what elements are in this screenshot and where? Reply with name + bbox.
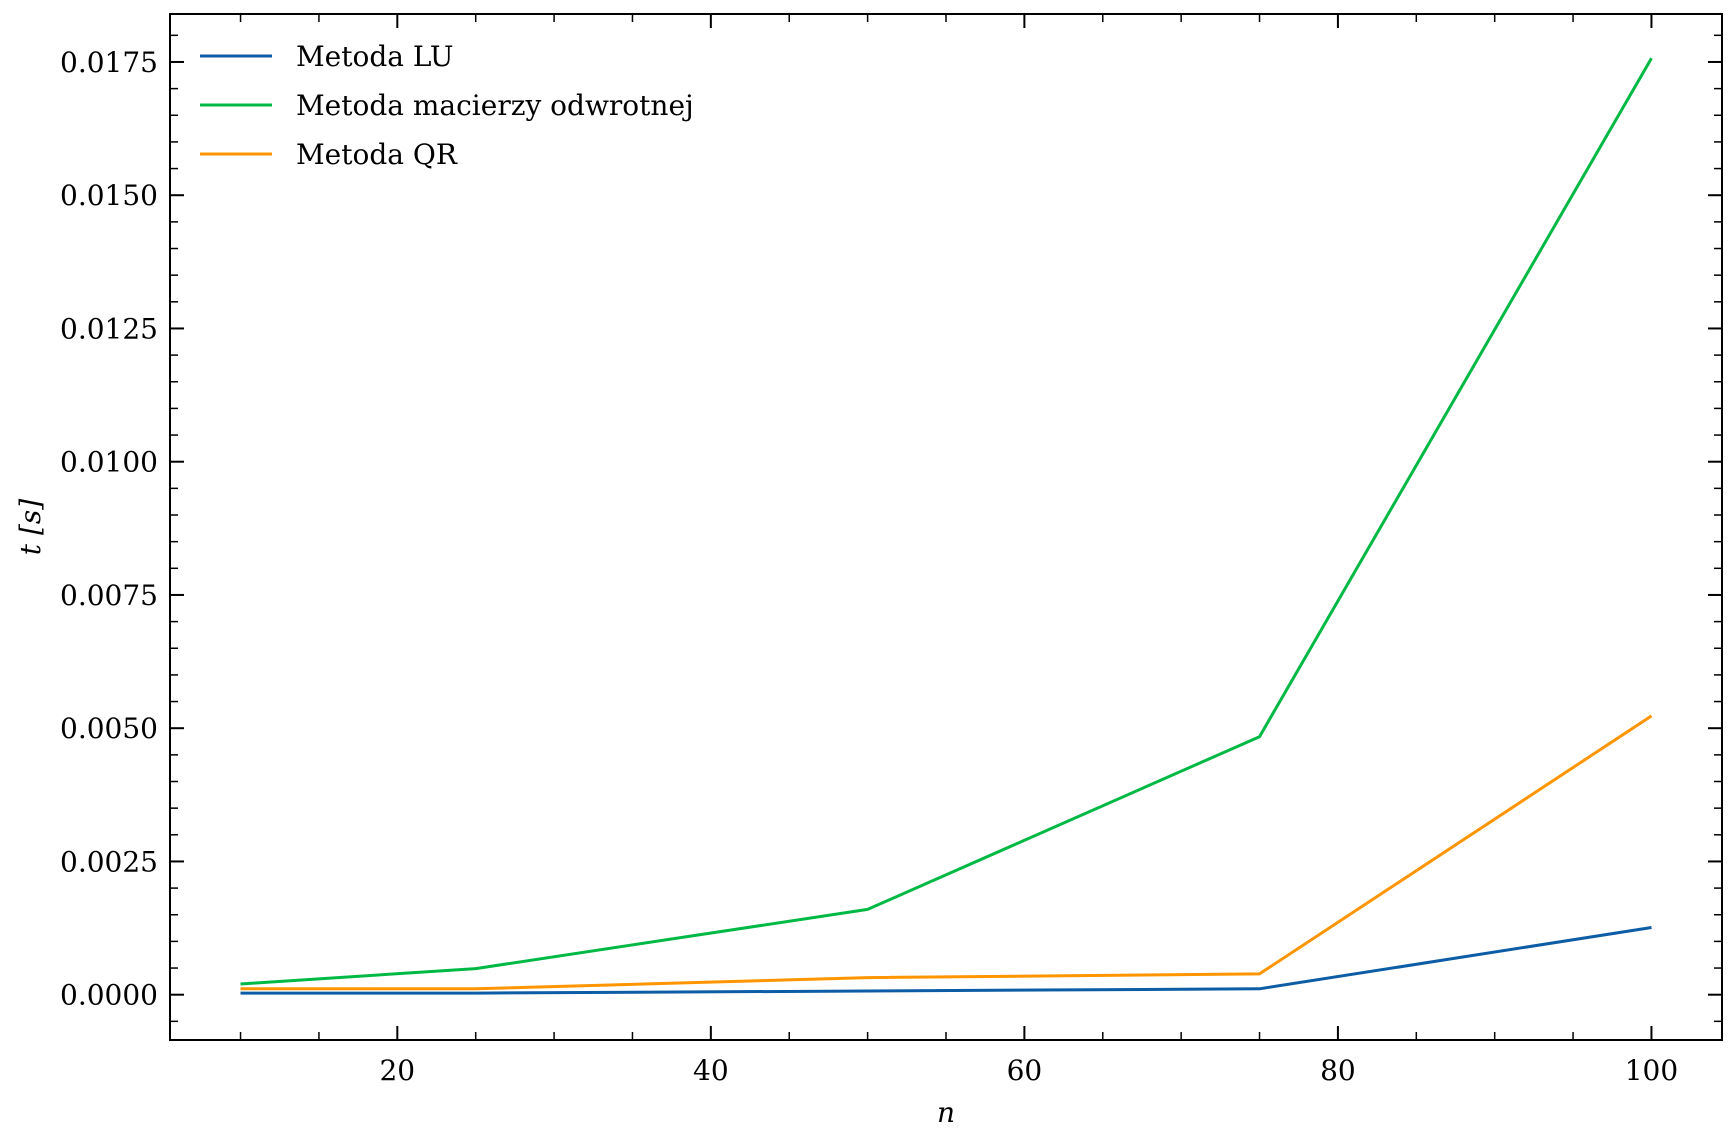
series-lines <box>240 57 1653 995</box>
x-tick-label: 80 <box>1320 1054 1356 1087</box>
y-tick-label: 0.0125 <box>60 312 158 345</box>
x-tick-label: 20 <box>379 1054 415 1087</box>
legend-label-metoda-qr: Metoda QR <box>296 138 458 171</box>
series-line-metoda-lu <box>240 926 1652 995</box>
y-tick-label: 0.0175 <box>60 46 158 79</box>
tick-labels: 20 40 60 80 100 0.0000 0.0025 0.0050 0.0075 0.010… <box>60 46 1678 1087</box>
y-tick-label: 0.0075 <box>60 579 158 612</box>
x-axis-label: n <box>937 1096 955 1129</box>
legend-label-metoda-macierzy-odwrotnej: Metoda macierzy odwrotnej <box>296 89 694 122</box>
axis-ticks <box>170 14 1722 1040</box>
plot-frame <box>169 13 1723 1041</box>
series-line-metoda-qr <box>240 714 1653 991</box>
legend: Metoda LU Metoda macierzy odwrotnej Metoda… <box>200 40 694 171</box>
y-tick-label: 0.0050 <box>60 712 158 745</box>
y-tick-label: 0.0000 <box>60 979 158 1012</box>
y-axis-label: t [s] <box>14 499 47 555</box>
y-tick-label: 0.0100 <box>60 446 158 479</box>
series-line-metoda-macierzy-odwrotnej <box>240 57 1653 986</box>
x-tick-label: 100 <box>1625 1054 1678 1087</box>
x-tick-label: 40 <box>693 1054 729 1087</box>
y-tick-label: 0.0025 <box>60 845 158 878</box>
y-tick-label: 0.0150 <box>60 179 158 212</box>
x-tick-label: 60 <box>1007 1054 1043 1087</box>
legend-label-metoda-lu: Metoda LU <box>296 40 454 73</box>
